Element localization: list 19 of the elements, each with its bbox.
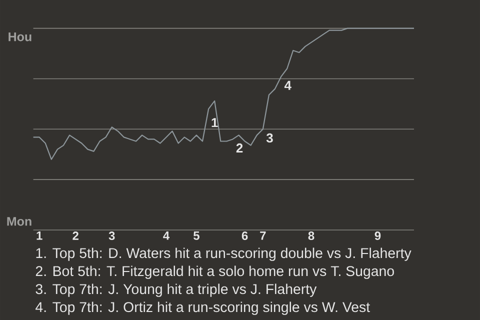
annotation: 1: [212, 118, 218, 128]
x-tick-label: 2: [72, 232, 78, 240]
text: 2. Bot 5th: T. Fitzgerald hit a solo home run vs T. Sugano: [36, 266, 394, 279]
x-tick-label: 3: [108, 232, 115, 240]
ref-line-label: Mon: [7, 217, 32, 226]
x-tick-label: 4: [163, 232, 170, 240]
x-tick-label: 9: [374, 232, 381, 240]
ref-line-label: Hou: [8, 32, 32, 42]
x-tick-label: 7: [260, 232, 266, 240]
text: 1. Top 5th: D. Waters hit a run-scoring double vs J. Flaherty: [36, 248, 412, 261]
annotation: 4: [284, 80, 292, 90]
x-tick-label: 5: [193, 232, 200, 240]
annotation: 3: [266, 133, 273, 143]
x-tick-label: 8: [308, 232, 314, 240]
annotation: 2: [236, 143, 243, 152]
text: 3. Top 7th: J. Young hit a triple vs J. Flaherty: [36, 284, 317, 297]
x-tick-label: 6: [242, 232, 248, 240]
x-tick-label: 1: [36, 232, 42, 240]
text: 4. Top 7th: J. Ortiz hit a run-scoring single vs W. Vest: [36, 302, 370, 315]
